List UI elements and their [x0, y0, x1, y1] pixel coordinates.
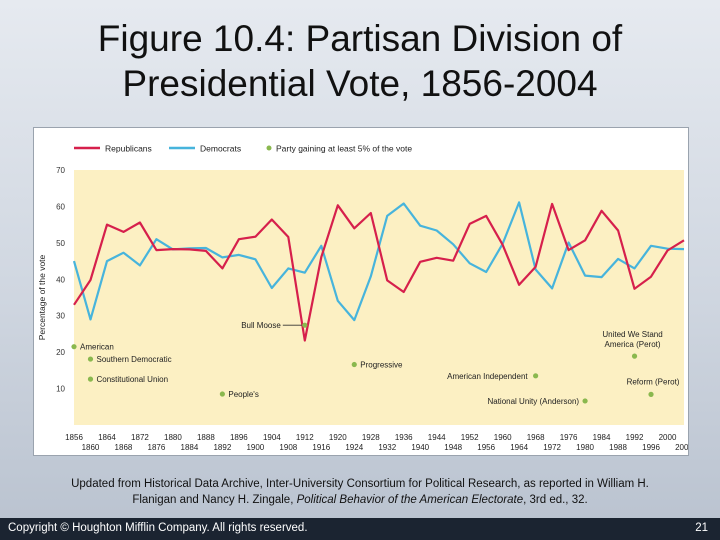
- x-tick-label: 1860: [82, 443, 100, 452]
- x-tick-label: 1912: [296, 433, 314, 442]
- x-tick-label: 1900: [246, 443, 264, 452]
- x-tick-label: 1924: [345, 443, 363, 452]
- source-authors: Flanigan and Nancy H. Zingale,: [132, 494, 297, 506]
- x-tick-label: 1932: [378, 443, 396, 452]
- copyright-text: Copyright © Houghton Mifflin Company. Al…: [8, 522, 308, 534]
- third-party-point: [87, 356, 94, 362]
- x-tick-label: 1944: [428, 433, 446, 442]
- third-party-label: American Independent: [447, 372, 528, 381]
- third-party-label: Reform (Perot): [627, 377, 680, 386]
- x-tick-label: 1872: [131, 433, 149, 442]
- x-tick-label: 1908: [279, 443, 297, 452]
- x-tick-label: 1992: [626, 433, 644, 442]
- third-party-label: Progressive: [360, 361, 403, 370]
- x-tick-label: 1984: [593, 433, 611, 442]
- third-party-point: [631, 353, 638, 359]
- source-line-2: Flanigan and Nancy H. Zingale, Political…: [40, 492, 680, 508]
- y-tick-label: 70: [56, 166, 65, 175]
- y-tick-label: 30: [56, 312, 65, 321]
- x-tick-label: 1888: [197, 433, 215, 442]
- slide-number: 21: [695, 522, 708, 534]
- x-tick-label: 1960: [494, 433, 512, 442]
- x-tick-label: 1920: [329, 433, 347, 442]
- third-party-point: [302, 322, 308, 328]
- x-tick-label: 1880: [164, 433, 182, 442]
- third-party-label: Bull Moose: [241, 321, 281, 330]
- x-tick-label: 1988: [609, 443, 627, 452]
- slide-title: Figure 10.4: Partisan Division of Presid…: [0, 16, 720, 106]
- third-party-label: American: [80, 343, 114, 352]
- plot-area: [74, 170, 684, 425]
- third-party-label: Southern Democratic: [96, 355, 171, 364]
- slide-footer: Copyright © Houghton Mifflin Company. Al…: [0, 518, 720, 540]
- x-tick-label: 1892: [213, 443, 231, 452]
- title-line-1: Figure 10.4: Partisan Division of: [97, 18, 623, 59]
- x-tick-label: 1996: [642, 443, 660, 452]
- third-party-point: [582, 398, 588, 404]
- x-tick-label: 1940: [411, 443, 429, 452]
- third-party-label: Constitutional Union: [96, 375, 168, 384]
- x-tick-label: 1864: [98, 433, 116, 442]
- x-tick-label: 1856: [65, 433, 83, 442]
- third-party-label: People's: [228, 390, 258, 399]
- x-tick-label: 1868: [115, 443, 133, 452]
- y-axis-label: Percentage of the vote: [37, 254, 47, 340]
- source-line-1: Updated from Historical Data Archive, In…: [71, 478, 649, 490]
- source-edition: , 3rd ed., 32.: [523, 494, 588, 506]
- x-tick-label: 1972: [543, 443, 561, 452]
- y-tick-label: 60: [56, 202, 65, 211]
- x-tick-label: 1916: [312, 443, 330, 452]
- third-party-label: America (Perot): [605, 340, 661, 349]
- source-book-title: Political Behavior of the American Elect…: [296, 494, 524, 506]
- x-tick-label: 1904: [263, 433, 281, 442]
- x-tick-label: 1936: [395, 433, 413, 442]
- x-tick-label: 1952: [461, 433, 479, 442]
- third-party-point: [351, 361, 357, 368]
- third-party-label: National Unity (Anderson): [487, 397, 579, 406]
- y-tick-label: 50: [56, 239, 65, 248]
- vote-chart: Republicans Democrats Party gaining at lea…: [37, 144, 688, 453]
- third-party-point: [71, 344, 77, 350]
- x-tick-label: 1968: [527, 433, 545, 442]
- y-tick-label: 20: [56, 348, 65, 357]
- legend-republicans-label: Republicans: [105, 144, 152, 154]
- x-tick-label: 1884: [181, 443, 199, 452]
- third-party-point: [533, 373, 539, 379]
- source-citation: Updated from Historical Data Archive, In…: [40, 476, 680, 508]
- x-tick-label: 1956: [477, 443, 495, 452]
- chart-panel: Republicans Democrats Party gaining at lea…: [33, 127, 689, 456]
- x-tick-label: 1896: [230, 433, 248, 442]
- legend-third-party-dot: [266, 145, 272, 151]
- x-tick-label: 1948: [444, 443, 462, 452]
- x-tick-label: 1976: [560, 433, 578, 442]
- x-tick-label: 1980: [576, 443, 594, 452]
- y-tick-label: 10: [56, 385, 65, 394]
- third-party-point: [648, 391, 654, 397]
- x-tick-label: 1964: [510, 443, 528, 452]
- legend-third-party-label: Party gaining at least 5% of the vote: [276, 144, 412, 154]
- third-party-point: [87, 376, 94, 382]
- x-tick-label: 2000: [659, 433, 677, 442]
- legend-democrats-label: Democrats: [200, 144, 241, 154]
- title-line-2: Presidential Vote, 1856-2004: [122, 63, 598, 104]
- republicans-line: [73, 202, 685, 342]
- x-tick-label: 1928: [362, 433, 380, 442]
- third-party-label: United We Stand: [602, 330, 662, 339]
- x-tick-label: 1876: [148, 443, 166, 452]
- third-party-point: [219, 391, 225, 397]
- x-tick-label: 2004: [675, 443, 688, 452]
- y-tick-label: 40: [56, 275, 65, 284]
